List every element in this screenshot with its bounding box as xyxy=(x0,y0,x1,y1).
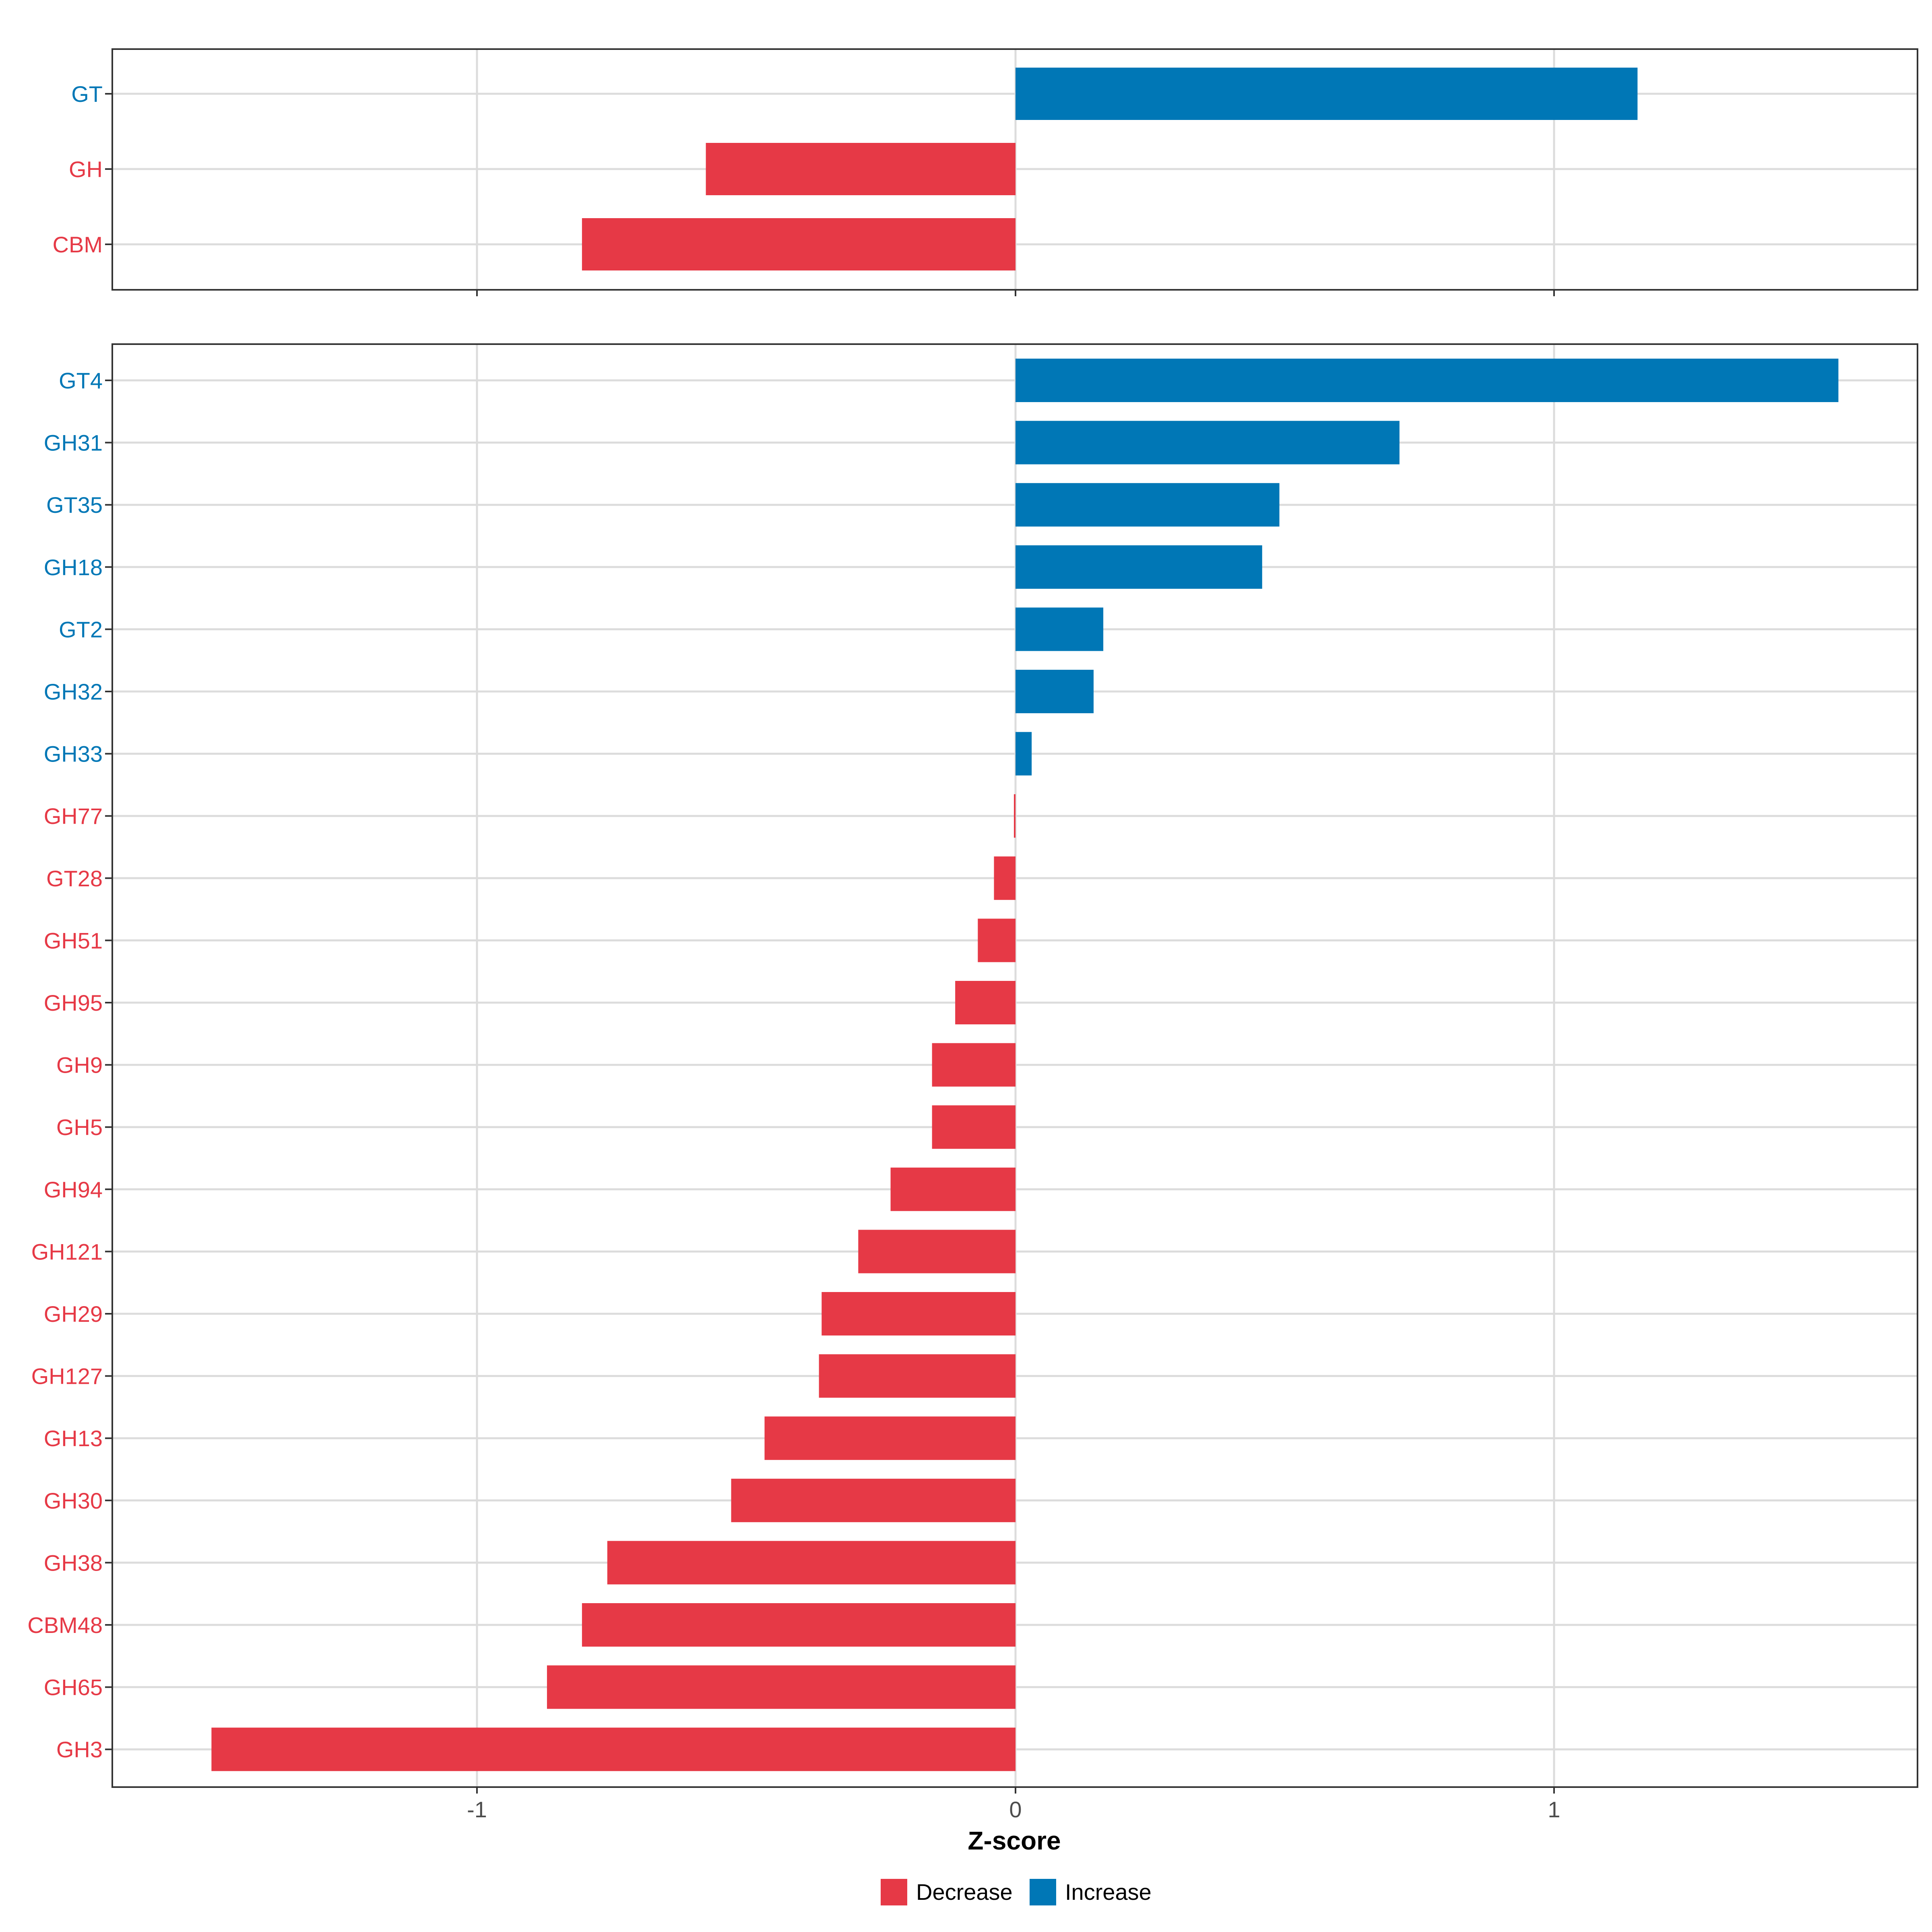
category-label-cbm48: CBM48 xyxy=(27,1612,103,1638)
panel-class-level: GT GH CBM xyxy=(53,48,1918,296)
bar-gt2 xyxy=(1016,607,1104,651)
bar-gh77 xyxy=(1013,794,1016,838)
bar-gh30 xyxy=(731,1478,1016,1522)
bar-gh38 xyxy=(607,1541,1016,1585)
bar-gh33 xyxy=(1016,732,1032,776)
x-tick-label: -1 xyxy=(467,1797,487,1822)
category-label-cbm: CBM xyxy=(53,232,103,257)
category-label-gh30: GH30 xyxy=(44,1488,103,1513)
bar-gt xyxy=(1016,68,1638,120)
category-label-gh: GH xyxy=(69,157,103,182)
legend-label-decrease: Decrease xyxy=(916,1879,1013,1905)
bar-gh95 xyxy=(955,981,1016,1024)
bar-gt4 xyxy=(1016,359,1839,402)
panel-family-level: GT4 GH31 GT35 GH18 GT2 GH32 GH33 GH77 GT28 GH51 GH… xyxy=(27,343,1918,1794)
category-label-gh31: GH31 xyxy=(44,430,103,456)
category-label-gh13: GH13 xyxy=(44,1426,103,1451)
category-label-gh33: GH33 xyxy=(44,741,103,767)
bar-gh127 xyxy=(819,1354,1016,1398)
category-label-gh77: GH77 xyxy=(44,803,103,829)
legend-swatch-increase xyxy=(1030,1879,1056,1905)
x-tick-label: 1 xyxy=(1548,1797,1560,1822)
bar-gh121 xyxy=(858,1230,1016,1274)
category-label-gh121: GH121 xyxy=(31,1239,103,1264)
x-tick-label: 0 xyxy=(1009,1797,1022,1822)
x-axis-title: Z-score xyxy=(968,1826,1061,1855)
category-label-gh3: GH3 xyxy=(56,1737,103,1762)
bar-gh9 xyxy=(932,1043,1016,1087)
bar-gh31 xyxy=(1016,421,1399,464)
bar-gh32 xyxy=(1016,670,1094,713)
bar-gh5 xyxy=(932,1105,1016,1149)
bar-gh13 xyxy=(764,1416,1016,1460)
category-label-gt4: GT4 xyxy=(59,368,103,393)
legend: Decrease Increase xyxy=(881,1879,1152,1905)
bar-gh29 xyxy=(822,1292,1016,1335)
bar-gh18 xyxy=(1016,545,1262,589)
legend-swatch-decrease xyxy=(881,1879,907,1905)
legend-label-increase: Increase xyxy=(1065,1879,1152,1905)
bar-cbm xyxy=(582,218,1016,270)
category-label-gh51: GH51 xyxy=(44,928,103,953)
bar-gt35 xyxy=(1016,483,1280,527)
category-label-gh5: GH5 xyxy=(56,1115,103,1140)
category-label-gh9: GH9 xyxy=(56,1053,103,1078)
category-label-gt: GT xyxy=(71,81,103,107)
category-label-gh127: GH127 xyxy=(31,1364,103,1389)
bar-gt28 xyxy=(994,856,1016,900)
category-label-gt35: GT35 xyxy=(46,492,103,518)
category-label-gh95: GH95 xyxy=(44,990,103,1016)
bar-gh51 xyxy=(978,919,1016,962)
bar-gh94 xyxy=(890,1167,1016,1211)
bar-gh xyxy=(706,143,1016,195)
category-label-gh38: GH38 xyxy=(44,1550,103,1575)
category-label-gh32: GH32 xyxy=(44,679,103,704)
category-label-gh65: GH65 xyxy=(44,1675,103,1700)
category-label-gh18: GH18 xyxy=(44,555,103,580)
bar-cbm48 xyxy=(582,1603,1016,1647)
x-axis: -1 0 1 xyxy=(467,1797,1560,1822)
bar-gh3 xyxy=(211,1728,1016,1771)
category-label-gt28: GT28 xyxy=(46,866,103,891)
category-label-gh94: GH94 xyxy=(44,1177,103,1202)
category-label-gt2: GT2 xyxy=(59,617,103,642)
bar-gh65 xyxy=(547,1665,1016,1709)
category-label-gh29: GH29 xyxy=(44,1301,103,1327)
